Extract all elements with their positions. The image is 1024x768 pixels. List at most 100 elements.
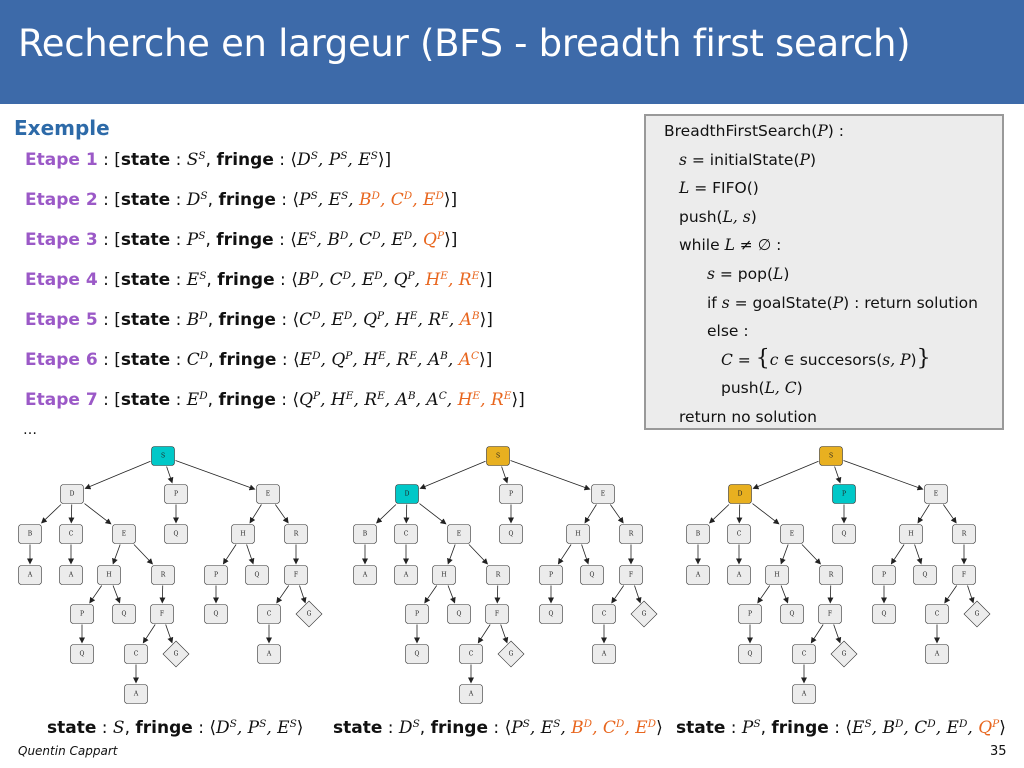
tree-node-e	[591, 484, 615, 504]
state-value: BD	[186, 310, 208, 330]
tree-node-e2	[112, 524, 136, 544]
tree-node-s	[151, 446, 175, 466]
tree-node-label: F	[495, 611, 499, 618]
tree-edge	[944, 585, 958, 604]
tree-node-a4	[459, 684, 483, 704]
fringe-item: DS	[297, 150, 318, 170]
fringe-item: QP	[978, 718, 1000, 738]
tree-node-d	[395, 484, 419, 504]
state-value: ES	[186, 270, 207, 290]
state-value: PS	[186, 230, 206, 250]
tree-edge	[142, 624, 156, 644]
tree-edge	[890, 544, 905, 565]
tree-node-p2	[872, 565, 896, 585]
tree-node-f1	[619, 565, 643, 585]
tree-node-q4	[872, 604, 896, 624]
tree-node-label: E	[601, 491, 605, 498]
tree-node-q1	[164, 524, 188, 544]
tree-node-q5	[738, 644, 762, 664]
tree-node-f1	[284, 565, 308, 585]
fringe-item: ED	[331, 310, 353, 330]
tree-node-label: D	[70, 491, 75, 498]
step-row: Etape 6 : [state : CD, fringe : ⟨ED, QP,…	[25, 350, 493, 370]
step-label: Etape 1	[25, 150, 98, 170]
tree-node-a1	[353, 565, 377, 585]
fringe-item: QP	[423, 230, 445, 250]
tree-node-label: A	[601, 651, 607, 658]
tree-edge	[917, 504, 930, 524]
tree-node-label: A	[468, 691, 474, 698]
tree-node-a3	[257, 644, 281, 664]
fringe-item: HE	[330, 390, 354, 410]
tree-edge	[276, 585, 290, 604]
tree-node-label: C	[737, 531, 742, 538]
tree-node-c2	[592, 604, 616, 624]
tree-node-label: R	[962, 531, 967, 538]
tree-node-label: R	[161, 572, 166, 579]
tree-node-g1	[963, 600, 991, 628]
tree-node-label: B	[28, 531, 33, 538]
fringe-item: BD	[358, 190, 380, 210]
fringe-item: RE	[458, 270, 480, 290]
tree-node-q4	[539, 604, 563, 624]
tree-node-label: B	[363, 531, 368, 538]
tree-node-a3	[592, 644, 616, 664]
tree-node-h2	[97, 565, 121, 585]
tree-node-p	[164, 484, 188, 504]
tree-node-c3	[459, 644, 483, 664]
tree-edge	[914, 544, 923, 565]
tree-node-label: F	[828, 611, 832, 618]
panel-caption: state : S, fringe : ⟨DS, PS, ES⟩	[47, 718, 304, 738]
tree-edge	[510, 460, 591, 491]
tree-node-r1	[284, 524, 308, 544]
tree-edge	[299, 585, 307, 604]
tree-node-label: S	[496, 453, 500, 460]
tree-node-label: P	[415, 611, 419, 618]
tree-node-label: Q	[509, 531, 514, 538]
tree-edge	[833, 624, 842, 644]
tree-edge	[843, 460, 924, 491]
tree-node-g2	[162, 640, 190, 668]
state-value: DS	[186, 190, 208, 210]
tree-edge	[468, 544, 489, 565]
tree-node-label: G	[509, 651, 514, 658]
tree-edge	[780, 585, 789, 604]
tree-edge	[222, 544, 237, 565]
tree-edge	[801, 544, 822, 565]
tree-node-h2	[432, 565, 456, 585]
algorithm-box: BreadthFirstSearch(P) : s = initialState(…	[644, 114, 1004, 430]
tree-node-label: C	[404, 531, 409, 538]
fringe-item: HE	[425, 270, 448, 290]
tree-node-c3	[792, 644, 816, 664]
tree-node-b1	[353, 524, 377, 544]
tree-node-label: Q	[590, 572, 595, 579]
tree-edge	[133, 544, 154, 565]
tree-edge	[249, 504, 262, 524]
tree-node-p2	[204, 565, 228, 585]
slide-header: Recherche en largeur (BFS - breadth firs…	[0, 0, 1024, 104]
fringe-item: AC	[426, 390, 447, 410]
tree-node-a2	[394, 565, 418, 585]
fringe-item: AB	[395, 390, 416, 410]
tree-node-q5	[70, 644, 94, 664]
tree-edge	[376, 504, 397, 524]
tree-node-label: C	[69, 531, 74, 538]
tree-edge	[447, 585, 456, 604]
step-label: Etape 3	[25, 230, 98, 250]
tree-node-label: Q	[122, 611, 127, 618]
section-title: Exemple	[14, 116, 110, 140]
fringe-item: HE	[394, 310, 418, 330]
tree-node-q2	[580, 565, 604, 585]
fringe-item: CD	[390, 190, 413, 210]
tree-edge	[165, 624, 174, 644]
tree-node-label: F	[629, 572, 633, 579]
tree-node-label: C	[802, 651, 807, 658]
fringe-item: AB	[427, 350, 448, 370]
tree-node-label: Q	[80, 651, 85, 658]
tree-node-label: P	[174, 491, 178, 498]
fringe-item: ES	[277, 718, 297, 738]
algorithm-line: BreadthFirstSearch(P) :	[664, 122, 844, 140]
tree-edge	[634, 585, 642, 604]
tree-node-c1	[59, 524, 83, 544]
tree-edge	[166, 466, 174, 484]
